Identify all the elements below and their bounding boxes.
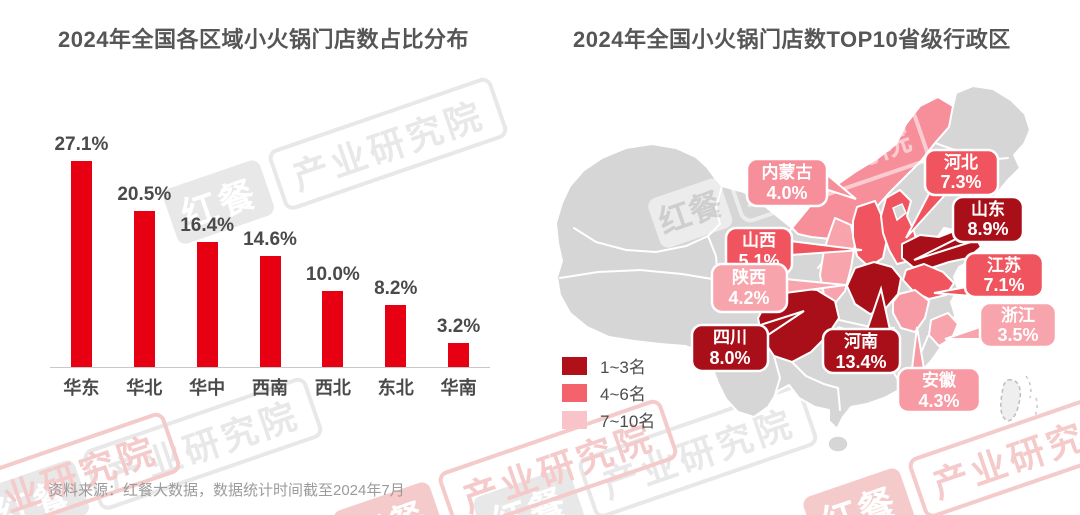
callout-hebei: 河北 7.3%: [905, 148, 1000, 239]
legend-swatch-tier1: [562, 356, 587, 375]
category-label: 东北: [377, 378, 414, 398]
category-label: 华东: [63, 378, 100, 398]
svg-text:3.5%: 3.5%: [997, 325, 1038, 345]
bar-column: 10.0%: [301, 127, 364, 367]
bar-column: 14.6%: [239, 127, 302, 367]
bar-column: 8.2%: [364, 127, 427, 367]
category-label: 西北: [314, 378, 351, 398]
region-hainan: [827, 435, 849, 453]
svg-text:8.0%: 8.0%: [709, 348, 750, 368]
bar-column: 20.5%: [113, 127, 176, 367]
bar-value-label: 10.0%: [305, 264, 360, 285]
bar: [70, 161, 92, 367]
svg-text:7.3%: 7.3%: [940, 172, 981, 192]
bar-column: 27.1%: [50, 127, 113, 367]
legend-row-tier3: 7~10名: [562, 410, 656, 431]
category-label: 华北: [126, 378, 163, 398]
svg-text:浙江: 浙江: [1001, 305, 1035, 325]
legend-label-tier3: 7~10名: [600, 412, 656, 431]
svg-text:山东: 山东: [971, 199, 1005, 219]
bar-chart-plot: 27.1% 20.5% 16.4% 14.6% 10.0% 8.2% 3.2%: [50, 127, 490, 368]
bar-value-label: 16.4%: [180, 215, 235, 237]
svg-text:安徽: 安徽: [922, 370, 957, 390]
svg-text:13.4%: 13.4%: [835, 352, 886, 372]
svg-text:江苏: 江苏: [987, 255, 1021, 275]
svg-text:4.0%: 4.0%: [766, 183, 807, 203]
bar-column: 16.4%: [176, 127, 239, 367]
bar-column: 3.2%: [427, 127, 490, 367]
legend-row-tier2: 4~6名: [562, 383, 655, 404]
callout-shaanxi: 陕西 4.2%: [710, 262, 847, 314]
bar-value-label: 3.2%: [436, 315, 481, 337]
map-legend: 1~3名 4~6名 7~10名: [562, 356, 655, 437]
svg-text:8.9%: 8.9%: [967, 219, 1008, 239]
bar: [196, 242, 218, 367]
region-henan: [846, 261, 902, 315]
map-title: 2024年全国小火锅门店数TOP10省级行政区: [573, 27, 1011, 52]
china-map: 红餐 产业研究院 内蒙古 4.0% 河北 7.3% 山东 8.: [540, 80, 1080, 480]
region-beijing: [892, 203, 907, 222]
callout-shanxi: 山西 5.1%: [724, 226, 863, 276]
region-anhui: [892, 289, 930, 333]
bar-value-label: 20.5%: [117, 184, 172, 206]
callout-neimenggu: 内蒙古 4.0%: [745, 157, 857, 208]
callout-shandong: 山东 8.9%: [913, 195, 1025, 261]
legend-swatch-tier3: [562, 410, 587, 429]
svg-text:4.3%: 4.3%: [918, 391, 959, 411]
svg-text:四川: 四川: [713, 328, 747, 347]
callout-zhejiang: 浙江 3.5%: [944, 301, 1058, 349]
svg-text:7.1%: 7.1%: [983, 275, 1024, 295]
bar-value-label: 27.1%: [54, 134, 109, 156]
category-label: 华南: [440, 378, 477, 398]
source-note: 资料来源：红餐大数据，数据统计时间截至2024年7月: [48, 482, 405, 499]
category-label: 华中: [189, 378, 226, 398]
bar: [448, 342, 470, 367]
legend-label-tier1: 1~3名: [600, 358, 646, 377]
watermark-badge-bg: [648, 178, 733, 248]
china-map-svg: 红餐 产业研究院 内蒙古 4.0% 河北 7.3% 山东 8.: [555, 85, 1058, 453]
legend-row-tier1: 1~3名: [562, 356, 655, 377]
bar: [322, 291, 344, 367]
svg-text:河南: 河南: [844, 331, 878, 351]
svg-text:4.2%: 4.2%: [728, 288, 769, 308]
bar-chart-categories: 华东 华北 华中 西南 西北 东北 华南: [50, 374, 490, 400]
region-taiwan: [1000, 378, 1022, 422]
callout-anhui: 安徽 4.3%: [896, 326, 982, 414]
svg-text:山西: 山西: [742, 231, 776, 250]
bar-chart-title: 2024年全国各区域小火锅门店数占比分布: [58, 27, 469, 52]
category-label: 西南: [252, 378, 288, 398]
legend-swatch-tier2: [562, 383, 587, 402]
legend-label-tier2: 4~6名: [600, 385, 646, 404]
callout-sichuan: 四川 8.0%: [690, 310, 805, 373]
bar: [259, 256, 281, 367]
callout-jiangsu: 江苏 7.1%: [933, 251, 1045, 299]
svg-text:陕西: 陕西: [732, 267, 766, 287]
bar: [133, 211, 155, 367]
bar-value-label: 8.2%: [374, 277, 418, 299]
nine-dash-line: [1025, 375, 1038, 419]
bar: [385, 304, 407, 367]
callout-henan: 河南 13.4%: [821, 285, 902, 375]
svg-text:内蒙古: 内蒙古: [762, 162, 813, 182]
svg-text:河北: 河北: [944, 153, 978, 172]
bar-value-label: 14.6%: [243, 229, 297, 251]
